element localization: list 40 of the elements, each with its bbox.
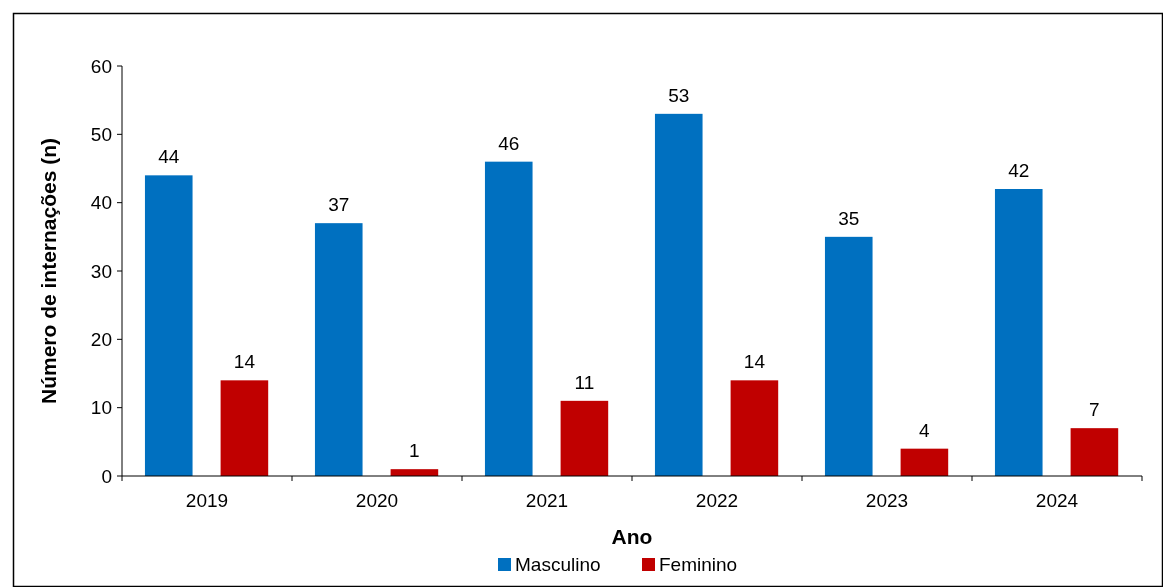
y-tick-label: 50	[90, 123, 112, 145]
x-tick-label: 2024	[1035, 490, 1079, 511]
bar	[994, 189, 1043, 476]
data-label: 14	[743, 351, 766, 373]
data-label: 46	[498, 132, 520, 154]
data-label: 14	[233, 351, 256, 373]
x-tick-label: 2020	[355, 490, 399, 511]
data-label: 42	[1008, 160, 1030, 181]
bar	[730, 380, 779, 476]
bar	[900, 448, 949, 476]
y-tick-label: 0	[101, 465, 112, 487]
data-label: 11	[574, 371, 595, 393]
bar	[1070, 428, 1119, 476]
bar	[560, 400, 609, 476]
bar	[654, 113, 703, 476]
data-label: 7	[1089, 399, 1100, 421]
x-tick-label: 2019	[185, 490, 229, 511]
x-tick-label: 2023	[865, 490, 909, 511]
legend-label: Feminino	[659, 554, 738, 575]
y-tick-label: 60	[90, 55, 112, 77]
data-label: 44	[158, 146, 180, 168]
data-label: 4	[919, 419, 931, 441]
bar	[314, 223, 363, 476]
bar	[824, 236, 873, 476]
y-tick-label: 10	[90, 397, 112, 419]
y-axis-title: Número de internações (n)	[37, 137, 60, 405]
data-label: 37	[328, 194, 350, 216]
x-tick-label: 2022	[695, 490, 739, 511]
data-label: 53	[668, 84, 690, 106]
x-axis-title: Ano	[611, 525, 653, 548]
legend-label: Masculino	[515, 554, 601, 575]
x-tick-label: 2021	[525, 490, 569, 511]
data-label: 1	[409, 440, 420, 462]
y-tick-label: 40	[90, 192, 112, 214]
bar	[220, 380, 269, 476]
bar	[144, 175, 193, 476]
y-tick-label: 30	[90, 260, 112, 282]
bar	[484, 161, 533, 476]
y-tick-label: 20	[90, 328, 112, 350]
data-label: 35	[838, 207, 860, 229]
